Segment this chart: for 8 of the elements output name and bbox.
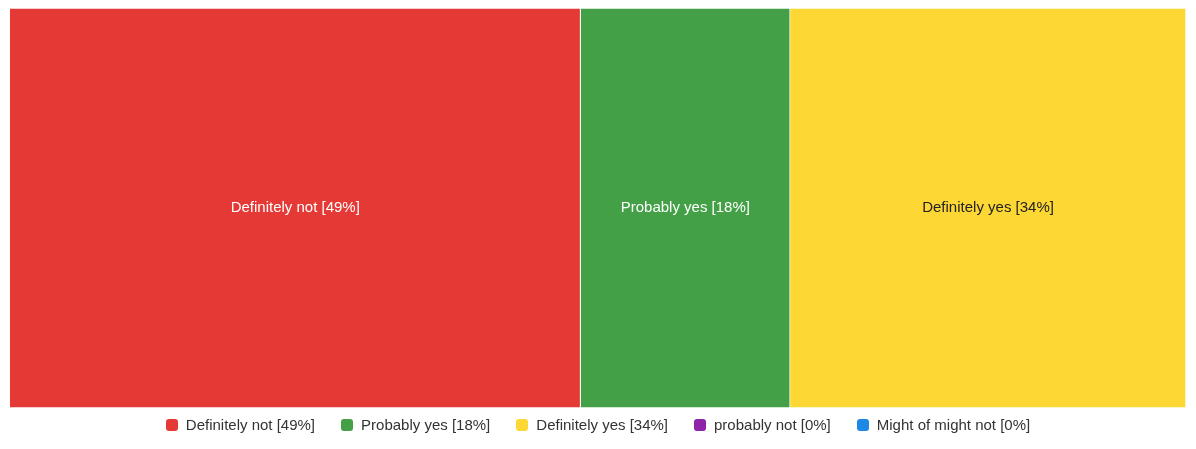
data-label: Definitely yes [34%]	[922, 198, 1054, 216]
legend-label: Might of might not [0%]	[876, 416, 1031, 433]
legend-label: Definitely not [49%]	[185, 416, 316, 433]
legend-label: Probably yes [18%]	[361, 416, 491, 433]
data-label: Probably yes [18%]	[620, 198, 750, 216]
legend-label: probably not [0%]	[714, 416, 831, 433]
data-label: Definitely not [49%]	[230, 198, 360, 216]
legend-label: Definitely yes [34%]	[536, 416, 669, 433]
